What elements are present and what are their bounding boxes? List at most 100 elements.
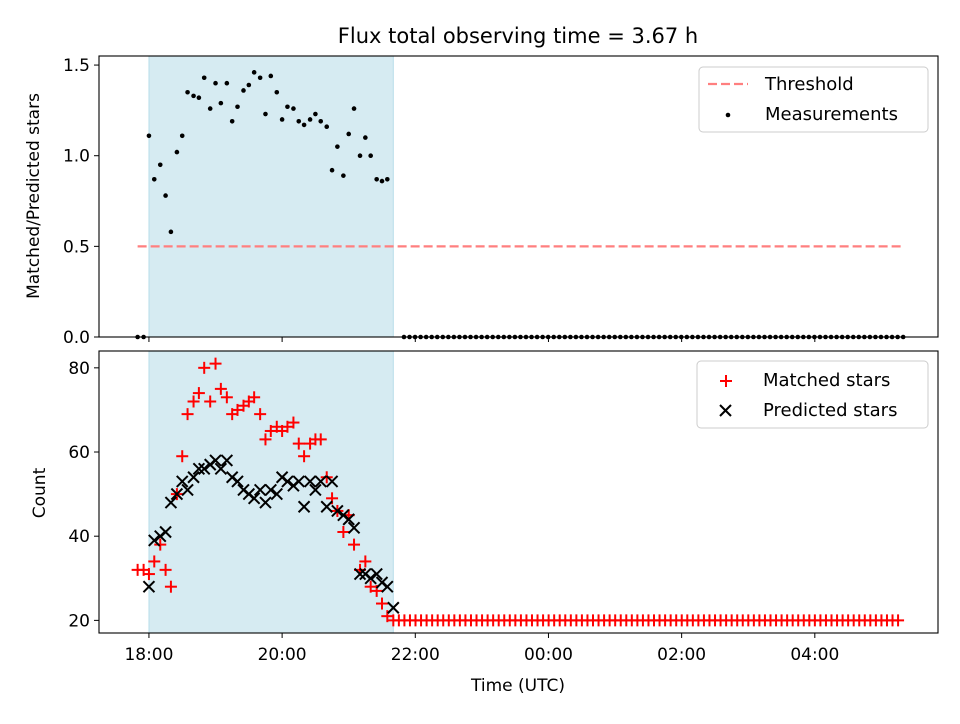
predicted-star-point bbox=[220, 454, 234, 467]
predicted-star-point bbox=[270, 487, 283, 501]
measurement-point bbox=[146, 133, 152, 139]
predicted-star-point bbox=[264, 483, 278, 497]
predicted-star-point bbox=[187, 471, 200, 484]
matched-stars-points bbox=[131, 357, 905, 627]
predicted-star-point bbox=[347, 521, 361, 534]
measurement-point bbox=[168, 229, 174, 235]
predicted-star-point bbox=[387, 601, 400, 614]
measurement-point bbox=[213, 80, 218, 86]
measurement-point bbox=[201, 75, 207, 81]
measurement-point bbox=[324, 124, 330, 130]
top-panel: Flux total observing time = 3.67 h Match… bbox=[24, 24, 939, 348]
matched-star-point bbox=[142, 568, 155, 581]
predicted-star-point bbox=[303, 475, 317, 488]
measurement-point bbox=[329, 167, 335, 173]
x-tick-label: 20:00 bbox=[258, 645, 307, 665]
top-legend-box bbox=[698, 66, 929, 133]
matched-star-point bbox=[298, 450, 311, 463]
predicted-star-point bbox=[370, 567, 383, 581]
predicted-star-point bbox=[253, 483, 267, 497]
measurement-point bbox=[351, 106, 357, 111]
predicted-star-point bbox=[142, 580, 156, 593]
matched-star-point bbox=[192, 387, 205, 400]
x-tick-label: 22:00 bbox=[391, 645, 440, 665]
top-legend: Threshold Measurements bbox=[698, 66, 929, 133]
top-ylabel: Matched/Predicted stars bbox=[24, 93, 44, 299]
measurement-point bbox=[335, 144, 340, 149]
measurement-point bbox=[301, 122, 307, 128]
predicted-star-point bbox=[198, 462, 211, 476]
measurement-point bbox=[268, 73, 274, 79]
measurement-point bbox=[251, 70, 257, 75]
measurement-point bbox=[207, 106, 213, 111]
y-tick-label: 20 bbox=[68, 611, 90, 631]
matched-star-point bbox=[892, 614, 905, 627]
matched-star-point bbox=[259, 433, 272, 446]
x-tick-label: 00:00 bbox=[524, 645, 573, 665]
matched-star-point bbox=[375, 597, 388, 610]
matched-star-point bbox=[181, 408, 194, 421]
predicted-star-point bbox=[231, 475, 244, 488]
predicted-stars-points bbox=[142, 454, 400, 614]
predicted-star-point bbox=[297, 500, 311, 513]
top-title: Flux total observing time = 3.67 h bbox=[338, 24, 698, 48]
predicted-star-point bbox=[320, 500, 333, 513]
predicted-star-point bbox=[181, 483, 194, 497]
y-tick-label: 60 bbox=[68, 443, 90, 463]
measurement-point bbox=[341, 173, 346, 178]
measurement-point bbox=[307, 117, 313, 122]
legend-threshold-label: Threshold bbox=[764, 74, 854, 95]
y-tick-label: 40 bbox=[68, 527, 90, 547]
predicted-star-point bbox=[214, 462, 228, 476]
legend-measurements-swatch bbox=[725, 112, 731, 118]
legend-measurements-label: Measurements bbox=[765, 104, 898, 125]
bottom-axes-frame bbox=[98, 350, 939, 634]
measurement-point bbox=[263, 111, 268, 117]
matched-star-point bbox=[209, 357, 222, 370]
matched-star-point bbox=[148, 555, 161, 568]
measurement-point bbox=[318, 118, 324, 124]
measurement-point bbox=[241, 88, 246, 93]
matched-star-point bbox=[254, 408, 267, 421]
bottom-y-axis: 20 40 60 80 bbox=[68, 359, 99, 631]
predicted-star-point bbox=[325, 475, 339, 488]
matched-star-point bbox=[159, 563, 172, 576]
matched-star-point bbox=[292, 437, 305, 450]
predicted-star-point bbox=[247, 492, 261, 505]
top-axes-frame bbox=[98, 55, 939, 338]
measurement-point bbox=[368, 153, 373, 159]
matched-star-point bbox=[348, 538, 361, 551]
measurement-point bbox=[229, 118, 235, 124]
measurement-point bbox=[374, 176, 379, 182]
matched-star-point bbox=[287, 416, 300, 429]
measurement-point bbox=[185, 89, 190, 95]
measurement-point bbox=[313, 111, 318, 117]
measurement-point bbox=[157, 162, 163, 168]
measurement-point bbox=[285, 104, 290, 110]
measurement-point bbox=[385, 176, 390, 182]
y-tick-label: 0.5 bbox=[63, 237, 90, 257]
y-tick-label: 80 bbox=[68, 359, 90, 379]
y-tick-label: 1.0 bbox=[63, 147, 90, 167]
measurement-point bbox=[246, 82, 252, 88]
measurement-point bbox=[163, 193, 168, 198]
matched-star-point bbox=[220, 391, 233, 404]
matched-star-point bbox=[187, 395, 200, 408]
predicted-star-point bbox=[164, 496, 178, 509]
predicted-star-point bbox=[192, 462, 206, 476]
predicted-star-point bbox=[176, 475, 189, 488]
legend-predicted-swatch bbox=[719, 404, 732, 417]
matched-star-point bbox=[154, 538, 167, 551]
measurement-point bbox=[191, 93, 196, 99]
predicted-star-point bbox=[342, 513, 355, 526]
measurement-point bbox=[379, 178, 385, 184]
bottom-legend: Matched stars Predicted stars bbox=[696, 360, 929, 429]
matched-star-point bbox=[204, 395, 217, 408]
legend-matched-label: Matched stars bbox=[763, 370, 890, 391]
measurement-point bbox=[346, 131, 352, 137]
matched-star-point bbox=[176, 450, 189, 463]
x-tick-label: 04:00 bbox=[790, 645, 839, 665]
predicted-star-point bbox=[259, 496, 272, 509]
bottom-xlabel: Time (UTC) bbox=[470, 676, 565, 696]
